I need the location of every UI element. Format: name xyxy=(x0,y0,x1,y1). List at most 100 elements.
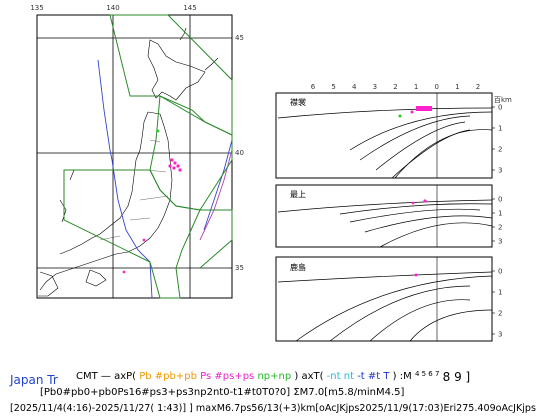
surface xyxy=(277,199,493,213)
event-cluster xyxy=(416,106,432,111)
legend-line: CMT — axP( Pb #pb+pb Ps #ps+ps np+np ) a… xyxy=(76,368,470,384)
event xyxy=(142,238,146,242)
lat-label: 35 xyxy=(235,264,244,272)
legend-text: -t #t T xyxy=(357,371,390,382)
caption: Japan Tr CMT — axP( Pb #pb+pb Ps #ps+ps … xyxy=(9,368,536,414)
depth-label: 1 xyxy=(498,125,502,133)
legend-text: 4 5 6 7 xyxy=(415,370,440,378)
lon-label: 140 xyxy=(106,4,119,12)
section-label: 鹿島 xyxy=(290,262,306,272)
legend-text: 8 9 ] xyxy=(443,370,471,384)
depth-label: 3 xyxy=(498,167,502,175)
section-frame xyxy=(275,92,493,179)
legend-text: CMT — axP( xyxy=(76,371,136,382)
plate-line xyxy=(111,159,153,299)
section-frame xyxy=(275,256,493,342)
plate-lines xyxy=(97,59,233,299)
section-label: 最上 xyxy=(290,190,306,199)
map-frame xyxy=(36,14,233,299)
slab-line xyxy=(359,115,471,161)
slab-line xyxy=(349,111,493,151)
slab xyxy=(277,199,493,248)
lat-label: 40 xyxy=(235,149,244,157)
depth-label: 3 xyxy=(498,331,502,339)
cross-sections: 6 5 4 3 2 1 0 1 2 百km 襟裳 xyxy=(275,83,512,342)
depth-axis: 0 1 2 3 0 1 2 3 0 1 2 3 xyxy=(492,104,502,339)
legend-text: np+np xyxy=(257,371,291,382)
depth-label: 2 xyxy=(498,310,502,318)
borders xyxy=(99,139,169,241)
depth-label: 3 xyxy=(498,238,502,246)
slab-line xyxy=(391,129,471,179)
plate-line xyxy=(203,139,233,231)
distance-label: 2 xyxy=(393,83,397,91)
kyushu xyxy=(38,271,59,297)
lon-label: 145 xyxy=(183,4,196,12)
lat-label: 45 xyxy=(235,34,244,42)
event xyxy=(156,129,160,133)
section-label: 襟裳 xyxy=(290,97,306,107)
depth-label: 1 xyxy=(498,289,502,297)
islands xyxy=(59,27,219,223)
event-cluster xyxy=(122,158,182,274)
legend-text: ) :M xyxy=(393,371,412,382)
depth-label: 0 xyxy=(498,268,502,276)
plate-line xyxy=(97,59,113,161)
slab-line xyxy=(349,208,481,223)
depth-label: 2 xyxy=(498,146,502,154)
event xyxy=(178,168,182,172)
summary-line: [Pb0#pb0+pb0Ps16#ps3+ps3np2nt0-t1#t0T0?0… xyxy=(40,387,404,398)
depth-label: 0 xyxy=(498,104,502,112)
shikoku xyxy=(85,269,107,287)
lon-label: 135 xyxy=(30,4,43,12)
surface xyxy=(277,271,493,283)
event xyxy=(170,158,174,162)
distance-axis: 6 5 4 3 2 1 0 1 2 xyxy=(311,83,480,91)
distance-label: 2 xyxy=(476,83,480,91)
depth-label: 0 xyxy=(498,196,502,204)
coastline xyxy=(38,27,219,297)
slab xyxy=(277,271,493,342)
event xyxy=(398,114,402,118)
event xyxy=(414,273,418,277)
slab-line xyxy=(369,299,471,342)
distance-unit: 百km xyxy=(494,96,512,104)
section: 襟裳 xyxy=(275,92,493,179)
slab-line xyxy=(295,275,493,342)
legend-text: -nt nt xyxy=(327,371,357,382)
legend-text: Ps #ps+ps xyxy=(200,371,257,382)
surface xyxy=(277,107,493,119)
depth-label: 1 xyxy=(498,210,502,218)
distance-label: 4 xyxy=(352,83,357,91)
event xyxy=(172,166,176,170)
hokkaido xyxy=(147,39,206,101)
slab-line xyxy=(375,121,466,171)
slab-line xyxy=(409,309,493,342)
trench-line xyxy=(199,149,233,241)
event xyxy=(173,161,177,165)
distance-label: 6 xyxy=(311,83,316,91)
events xyxy=(122,129,182,274)
distance-label: 3 xyxy=(373,83,377,91)
distance-label: 1 xyxy=(414,83,418,91)
distance-label: 0 xyxy=(435,83,439,91)
graticule xyxy=(37,15,232,298)
honshu xyxy=(39,111,173,291)
distance-label: 5 xyxy=(331,83,335,91)
region xyxy=(199,209,233,269)
slab-line xyxy=(364,215,493,233)
event xyxy=(176,164,180,168)
period-line: [2025/11/4(4:16)-2025/11/27( 1:43)] ] ma… xyxy=(10,403,536,414)
events xyxy=(410,106,432,114)
depth-label: 2 xyxy=(498,224,502,232)
slab-line xyxy=(339,203,493,215)
section: 鹿島 xyxy=(275,256,493,342)
event xyxy=(423,199,427,203)
event xyxy=(410,110,414,114)
event xyxy=(168,164,172,168)
slab-line xyxy=(394,129,493,179)
legend-text: Pb #pb+pb xyxy=(139,371,200,382)
region xyxy=(63,169,201,299)
slab xyxy=(277,107,493,179)
